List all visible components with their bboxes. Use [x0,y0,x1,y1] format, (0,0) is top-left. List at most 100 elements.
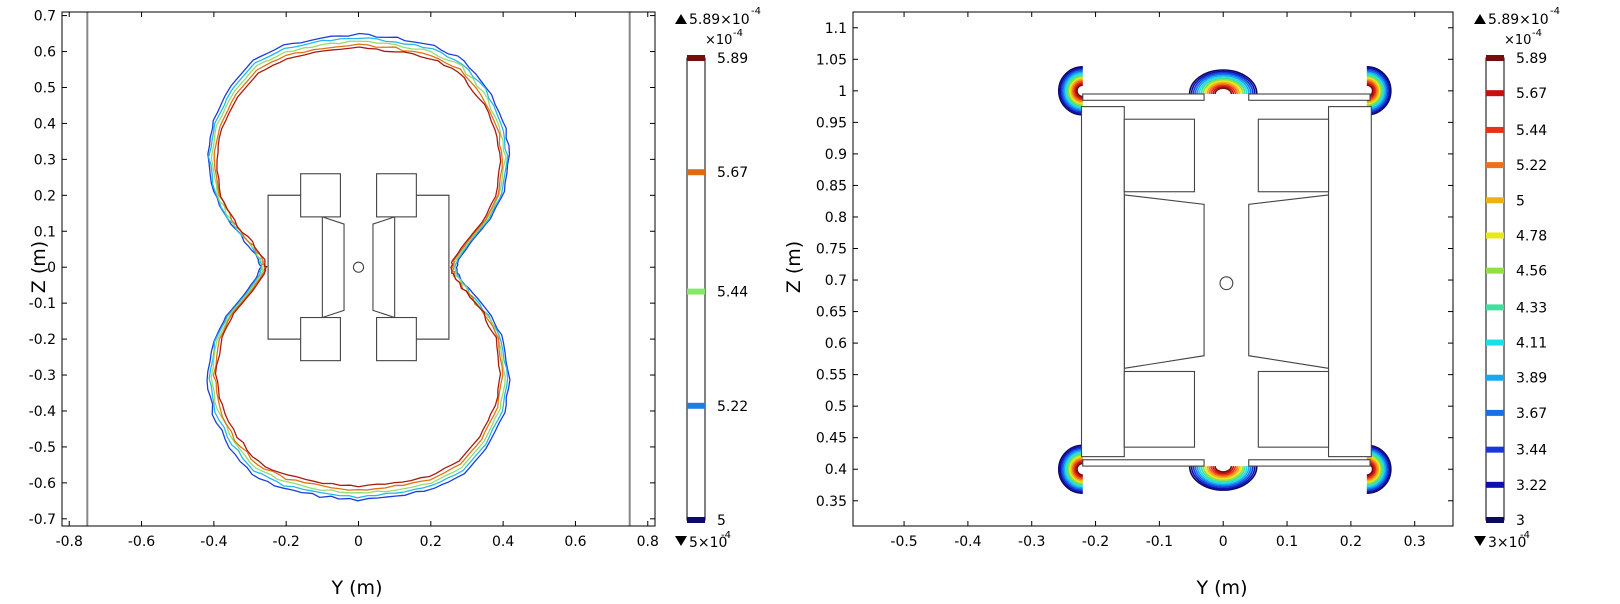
x-tick-label: 0.1 [1276,534,1298,550]
contour-line [1071,458,1083,481]
y-tick-label: 0.65 [816,305,847,321]
contour-line [1366,454,1382,485]
contour-line [1194,73,1252,95]
contour-line [210,40,507,494]
y-tick-label: 0.4 [34,116,56,132]
geometry-outline [1248,194,1330,369]
contour-line [1204,80,1242,95]
contour-line [1064,451,1083,488]
colorbar-level [1486,446,1504,453]
y-tick-label: 0.1 [34,224,56,240]
geometry-block [376,316,417,362]
x-axis-label: Y (m) [1196,577,1248,599]
contour-line [212,43,504,491]
colorbar-level [1486,409,1504,416]
colorbar-tick-label: 5.22 [1516,158,1547,174]
colorbar-min-exponent: -4 [1520,530,1530,541]
colorbar-scale-label: ×10 [1504,33,1531,48]
colorbar-tick-label: 4.56 [1516,264,1547,280]
contour-line [1212,85,1235,95]
colorbar-level [1486,481,1504,488]
contour-line [1188,466,1258,491]
contour-line [1366,452,1384,486]
contour-line [1366,451,1385,488]
contour-line [1058,444,1083,495]
colorbar-level [1486,374,1504,381]
contour-line [1366,78,1379,104]
x-axis-label: Y (m) [331,577,383,599]
right-contour-plot: -0.5 -0.4 -0.3 -0.2 -0.1 0 0.1 0.2 0.3 1.1 1.05 1 0.… [783,11,1454,599]
colorbar-scale-label: ×10 [705,33,732,48]
colorbar-max-label: 5.89×10 [689,12,750,28]
y-tick-label: 0.5 [34,80,56,96]
colorbar-level [1486,197,1504,204]
y-tick-label: 0.7 [825,273,847,289]
contour-line [1366,70,1388,112]
colorbar-min-label: 3×10 [1488,535,1526,551]
contour-line [1366,450,1386,489]
colorbar-tick-label: 5 [1516,193,1525,209]
contour-line [1366,444,1392,495]
geometry-block [1327,106,1372,458]
contour-line [1196,466,1250,486]
x-tick-label: -0.5 [890,534,917,550]
colorbar-level [1486,339,1504,346]
min-arrow-icon [1474,536,1486,546]
contour-line [1196,74,1250,95]
contour-line [1059,445,1083,493]
colorbar-tick-label: 4.78 [1516,228,1547,244]
contour-line [1072,80,1083,102]
contour-line [1062,448,1083,490]
contour-line [1366,67,1391,115]
geometry-block [1257,118,1330,193]
contour-line [1076,84,1083,98]
y-tick-label: 0.7 [34,9,56,25]
geometry-block [1123,370,1196,448]
contour-line [1206,81,1240,95]
contour-line [1076,462,1083,476]
colorbar-level [687,402,705,409]
geometry-block [1248,459,1371,467]
colorbar-tick-label: 5.22 [717,399,748,415]
contour-line [206,32,511,502]
y-tick-label: -0.3 [29,368,56,384]
y-tick-label: -0.1 [29,296,56,312]
colorbar-tick-label: 5 [717,513,726,529]
contour-line [1198,466,1248,484]
y-axis-label: Z (m) [28,241,50,293]
contour-line [1192,72,1254,95]
contour-line [1074,82,1083,99]
colorbar-tick-label: 3.44 [1516,443,1547,459]
x-tick-label: -0.4 [954,534,981,550]
geometry-block [267,194,323,340]
contour-line [1366,74,1384,108]
contour-line [1366,66,1392,116]
colorbar-max-exponent: -4 [1550,6,1560,17]
geometry-block [1080,106,1125,458]
colorbar-tick-label: 3 [1516,513,1525,529]
contour-line [1366,448,1388,490]
colorbar-tick-label: 4.11 [1516,336,1547,352]
x-tick-label: 0 [1219,534,1228,550]
contour-line [1066,452,1083,486]
y-tick-label: -0.7 [29,512,56,528]
contour-line [1073,459,1083,479]
contour-line [1062,70,1083,112]
contour-line [1073,81,1083,101]
contour-line [1366,77,1381,105]
y-tick-label: 0.45 [816,431,847,447]
contour-line [1190,466,1256,490]
geometry-hole [1219,276,1234,291]
plot-frame [852,11,1454,527]
geometry-hole [352,261,365,273]
x-tick-label: 0.4 [492,534,514,550]
y-tick-label: 0.6 [825,336,847,352]
y-tick-label: 0.95 [816,115,847,131]
max-arrow-icon [1474,14,1486,24]
contour-line [1212,465,1235,475]
x-tick-label: -0.2 [273,534,300,550]
y-tick-label: 0.3 [34,152,56,168]
contour-line [1366,447,1389,492]
y-tick-label: 0.55 [816,368,847,384]
